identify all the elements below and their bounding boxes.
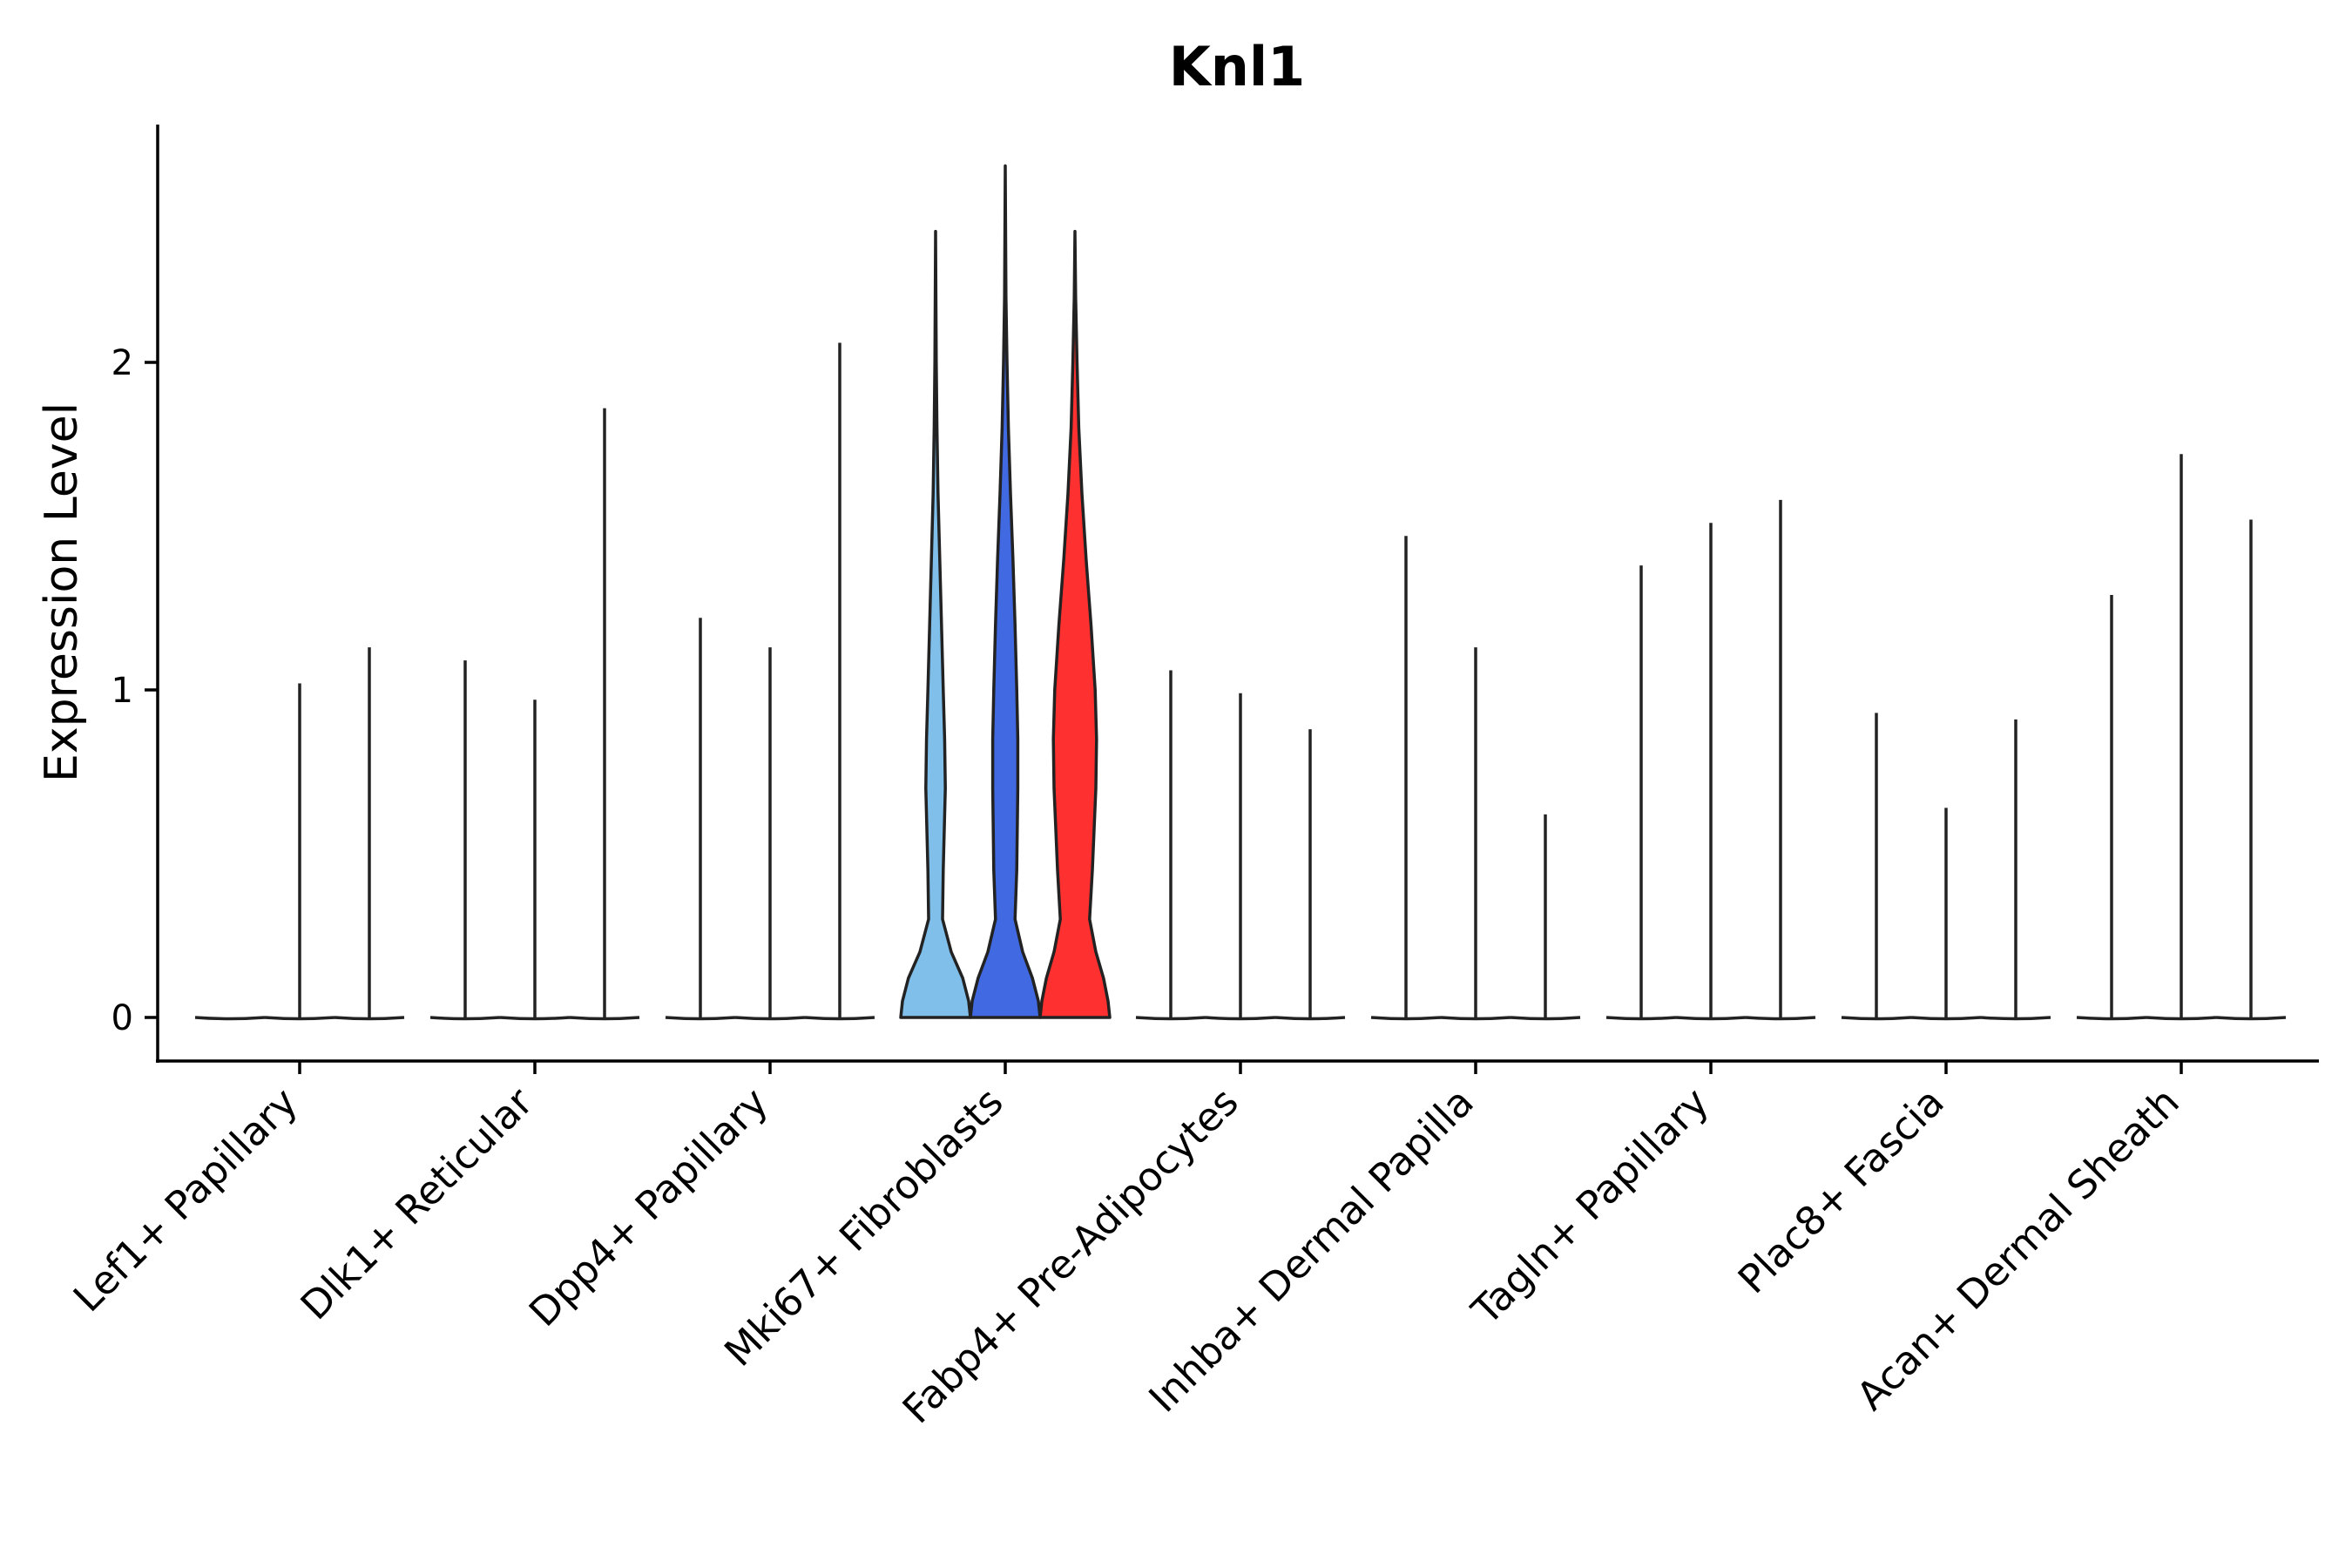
x-tick-label: Tagln+ Papillary (1463, 1078, 1718, 1334)
violin-base-2 (734, 1016, 806, 1021)
x-tick-label: Lef1+ Papillary (64, 1078, 307, 1321)
violin-base-1 (429, 1016, 501, 1021)
y-tick-label: 0 (112, 998, 133, 1038)
violin-base-2 (264, 1016, 335, 1021)
violin-base-1 (665, 1016, 736, 1021)
violin-3 (1038, 229, 1112, 1019)
violin-base-3 (1745, 1016, 1816, 1021)
violin-base-1 (1135, 1016, 1206, 1021)
violin-base-1 (1841, 1016, 1912, 1021)
x-tick-label: Plac8+ Fascia (1729, 1078, 1953, 1302)
violin-base-3 (804, 1016, 875, 1021)
violin-base-3 (1274, 1016, 1346, 1021)
violin-base-1 (1605, 1016, 1677, 1021)
x-tick-label: Dpp4+ Papillary (520, 1078, 777, 1335)
violin-base-1 (2076, 1016, 2147, 1021)
y-axis-label: Expression Level (36, 402, 88, 782)
y-tick-label: 2 (112, 343, 133, 383)
violin-base-3 (1510, 1016, 1581, 1021)
violin-base-3 (334, 1016, 405, 1021)
violin-2 (969, 164, 1042, 1019)
y-tick-label: 1 (112, 671, 133, 711)
violin-base-3 (2215, 1016, 2287, 1021)
violin-base-3 (1980, 1016, 2051, 1021)
violin-1 (899, 229, 972, 1019)
violin-base-2 (1910, 1016, 1982, 1021)
violin-base-1 (194, 1016, 266, 1021)
y-axis-ticks: 0 1 2 (112, 343, 158, 1038)
chart-title: Knl1 (1169, 35, 1306, 98)
violin-base-3 (569, 1016, 640, 1021)
violin-base-1 (1370, 1016, 1442, 1021)
x-tick-label: Dlk1+ Reticular (292, 1078, 542, 1328)
violin-base-2 (1205, 1016, 1276, 1021)
violin-base-2 (499, 1016, 571, 1021)
violin-base-2 (1675, 1016, 1747, 1021)
violin-base-2 (1440, 1016, 1511, 1021)
plot-area (194, 164, 2287, 1021)
violin-base-2 (2146, 1016, 2217, 1021)
